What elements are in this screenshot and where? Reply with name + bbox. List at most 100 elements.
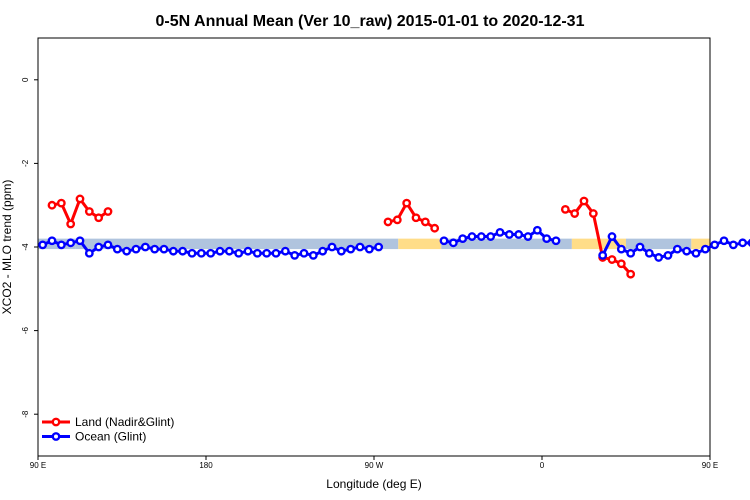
data-point bbox=[523, 232, 533, 241]
data-point bbox=[327, 242, 337, 252]
data-point bbox=[719, 236, 729, 246]
data-point bbox=[626, 269, 636, 279]
data-point bbox=[588, 209, 598, 218]
chart-title: 0-5N Annual Mean (Ver 10_raw) 2015-01-01… bbox=[156, 13, 585, 30]
x-tick-label: 90 E bbox=[702, 461, 718, 470]
data-point bbox=[430, 223, 440, 233]
data-point bbox=[626, 248, 636, 258]
data-point bbox=[234, 248, 244, 258]
band-segment bbox=[626, 238, 692, 250]
x-axis: 90 E 180 90 W 0 90 E bbox=[30, 456, 718, 470]
data-point bbox=[364, 244, 374, 254]
data-point bbox=[504, 230, 514, 239]
data-point bbox=[280, 246, 290, 256]
data-point bbox=[616, 244, 626, 254]
plot-series bbox=[38, 194, 750, 279]
data-point bbox=[47, 200, 57, 210]
data-point bbox=[336, 246, 346, 256]
data-point bbox=[374, 242, 384, 252]
data-point bbox=[131, 244, 141, 254]
data-point bbox=[607, 232, 617, 241]
band-segment bbox=[398, 238, 442, 250]
data-point bbox=[411, 213, 421, 223]
data-point bbox=[542, 234, 552, 244]
data-point bbox=[346, 244, 356, 254]
data-point bbox=[243, 246, 253, 256]
series-group bbox=[38, 225, 750, 262]
data-point bbox=[252, 248, 262, 258]
data-point bbox=[616, 259, 626, 269]
data-point bbox=[439, 236, 449, 246]
data-point bbox=[700, 244, 710, 254]
data-point bbox=[598, 250, 608, 260]
data-point bbox=[514, 230, 524, 239]
series-group bbox=[47, 194, 636, 279]
y-axis-label: XCO2 - MLO trend (ppm) bbox=[0, 180, 14, 315]
data-point bbox=[215, 246, 225, 256]
data-point bbox=[308, 250, 318, 260]
y-tick-label: -6 bbox=[21, 326, 30, 334]
x-tick-label: 180 bbox=[199, 461, 213, 470]
x-axis-label: Longitude (deg E) bbox=[326, 477, 421, 491]
legend: Land (Nadir&Glint)Ocean (Glint) bbox=[42, 415, 174, 444]
data-point bbox=[196, 248, 206, 258]
data-point bbox=[355, 242, 365, 252]
data-point bbox=[635, 242, 645, 252]
legend-marker bbox=[51, 417, 61, 427]
data-point bbox=[672, 244, 682, 254]
band-segment bbox=[75, 238, 318, 250]
data-point bbox=[299, 248, 309, 258]
x-tick-label: 90 W bbox=[365, 461, 384, 470]
y-tick-label: -8 bbox=[21, 410, 30, 418]
data-point bbox=[187, 248, 197, 258]
data-point bbox=[159, 244, 169, 254]
data-point bbox=[495, 227, 505, 237]
data-point bbox=[392, 215, 402, 225]
data-point bbox=[458, 234, 468, 244]
y-tick-label: -4 bbox=[21, 243, 30, 251]
y-tick-label: 0 bbox=[21, 77, 30, 82]
data-point bbox=[420, 217, 430, 227]
data-point bbox=[262, 248, 272, 258]
data-point bbox=[467, 232, 477, 241]
data-point bbox=[682, 246, 692, 256]
data-point bbox=[383, 217, 393, 227]
data-point bbox=[663, 250, 673, 260]
data-point bbox=[476, 232, 486, 241]
data-point bbox=[47, 236, 57, 246]
data-point bbox=[103, 240, 113, 250]
data-point bbox=[271, 248, 281, 258]
data-point bbox=[532, 225, 542, 235]
data-point bbox=[150, 244, 160, 254]
data-point bbox=[402, 198, 412, 208]
band-segment bbox=[691, 238, 710, 250]
y-axis: 0 -2 -4 -6 -8 bbox=[21, 77, 38, 418]
x-tick-label: 0 bbox=[540, 461, 545, 470]
data-point bbox=[644, 248, 654, 258]
data-point bbox=[66, 219, 76, 229]
data-point bbox=[579, 196, 589, 206]
data-point bbox=[66, 238, 76, 248]
data-point bbox=[570, 209, 580, 218]
legend-label: Land (Nadir&Glint) bbox=[75, 415, 174, 429]
data-point bbox=[75, 236, 85, 246]
data-point bbox=[486, 232, 496, 241]
data-point bbox=[178, 246, 188, 256]
data-point bbox=[206, 248, 216, 258]
data-point bbox=[560, 204, 570, 214]
data-point bbox=[112, 244, 122, 254]
legend-marker bbox=[51, 432, 61, 441]
data-point bbox=[75, 194, 85, 204]
data-point bbox=[551, 236, 561, 246]
band-segment bbox=[441, 238, 572, 250]
data-point bbox=[94, 213, 104, 223]
data-point bbox=[56, 240, 66, 250]
data-point bbox=[122, 246, 132, 256]
data-point bbox=[691, 248, 701, 258]
x-tick-label: 90 E bbox=[30, 461, 46, 470]
data-point bbox=[103, 207, 113, 216]
data-point bbox=[290, 250, 300, 260]
y-tick-label: -2 bbox=[21, 159, 30, 167]
data-point bbox=[56, 198, 66, 208]
